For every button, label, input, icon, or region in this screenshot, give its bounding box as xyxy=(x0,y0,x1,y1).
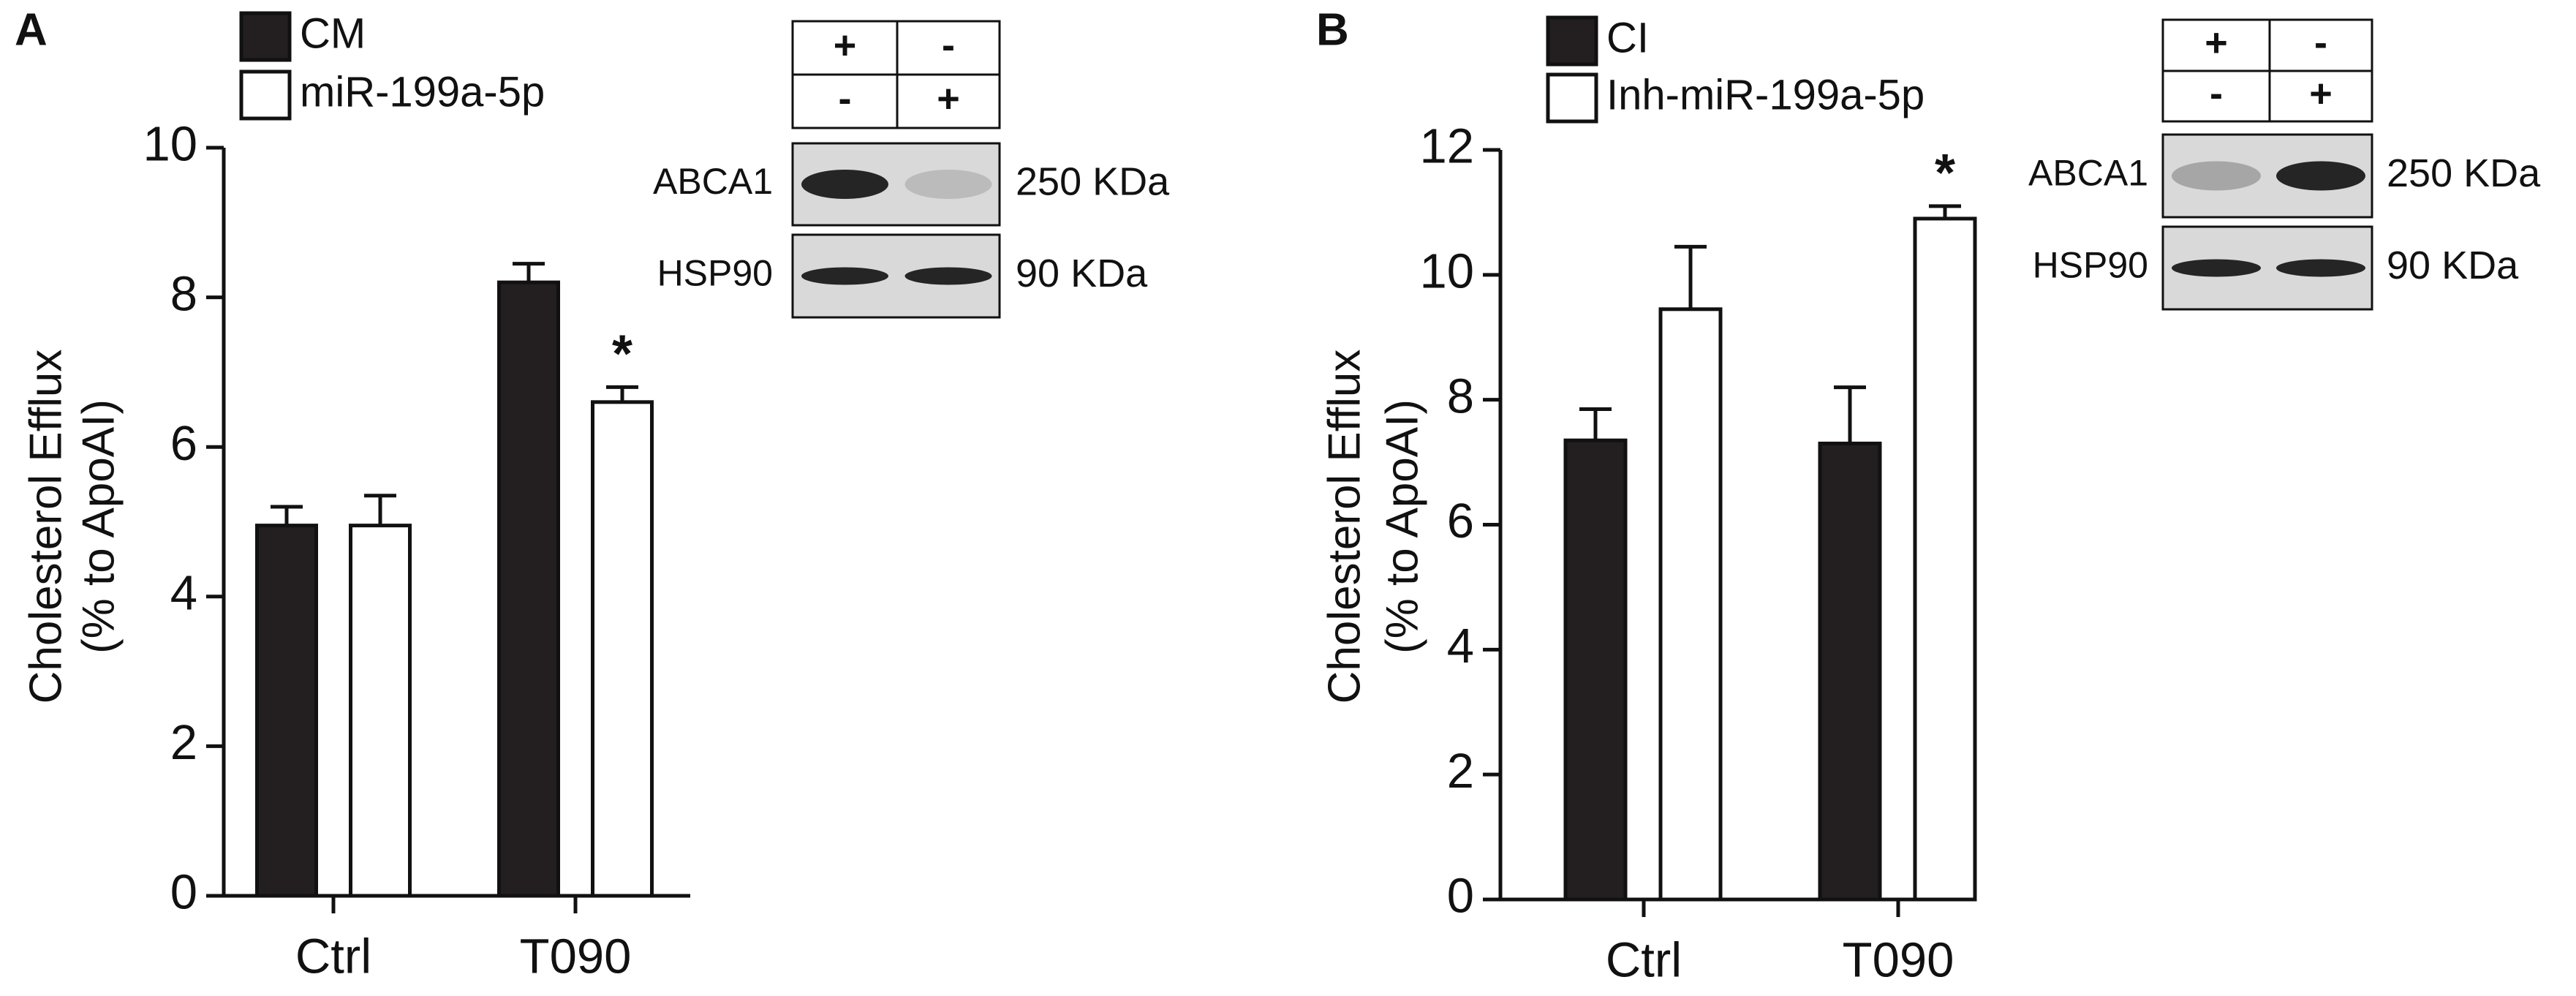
y-tick-label: 8 xyxy=(170,266,197,321)
size-label: 250 KDa xyxy=(2387,151,2541,195)
bar xyxy=(591,400,654,898)
legend-swatch xyxy=(1546,72,1598,124)
protein-label: ABCA1 xyxy=(2028,153,2148,194)
protein-label: HSP90 xyxy=(657,253,773,294)
size-label: 90 KDa xyxy=(1016,252,1148,295)
bar xyxy=(1913,216,1977,902)
y-tick-label: 6 xyxy=(1447,494,1474,548)
bar xyxy=(497,280,560,898)
y-tick-label: 4 xyxy=(170,566,197,621)
treatment-sign: - xyxy=(839,77,852,121)
y-tick-label: 8 xyxy=(1447,369,1474,423)
y-tick-label: 10 xyxy=(1419,244,1474,299)
blot-band xyxy=(801,267,888,285)
y-tick-label: 0 xyxy=(1447,869,1474,924)
bar xyxy=(255,524,318,898)
treatment-sign: - xyxy=(2210,72,2223,116)
x-tick-label: T090 xyxy=(520,929,632,984)
y-tick-label: 2 xyxy=(1447,744,1474,799)
bar xyxy=(1658,307,1723,902)
significance-mark: * xyxy=(1935,144,1955,203)
y-axis-label: Cholesterol Efflux xyxy=(20,350,71,704)
treatment-sign: + xyxy=(2309,72,2333,116)
panel-letter: A xyxy=(15,4,48,55)
y-tick-label: 10 xyxy=(143,117,197,172)
y-axis-label: (% to ApoAI) xyxy=(1377,399,1427,654)
bar xyxy=(349,524,412,898)
y-axis-label: Cholesterol Efflux xyxy=(1319,350,1370,704)
blot-band xyxy=(2172,259,2261,277)
y-axis-label: (% to ApoAI) xyxy=(73,399,124,654)
legend-label: CI xyxy=(1606,14,1649,61)
bar xyxy=(1818,441,1882,902)
bar xyxy=(1563,438,1628,902)
blot-band xyxy=(2276,259,2365,277)
legend-label: Inh-miR-199a-5p xyxy=(1606,71,1925,118)
treatment-sign: - xyxy=(2314,20,2327,64)
y-tick-label: 6 xyxy=(170,416,197,471)
y-tick-label: 4 xyxy=(1447,619,1474,674)
treatment-sign: - xyxy=(942,23,955,67)
significance-mark: * xyxy=(612,325,632,383)
legend-label: CM xyxy=(300,10,366,57)
x-tick-label: Ctrl xyxy=(1606,933,1682,988)
y-tick-label: 2 xyxy=(170,715,197,770)
legend-swatch xyxy=(239,11,292,62)
y-tick-label: 0 xyxy=(170,865,197,920)
blot-band xyxy=(2172,161,2261,191)
legend-swatch xyxy=(1546,15,1598,67)
blot-band xyxy=(904,267,992,285)
panel-letter: B xyxy=(1316,4,1349,55)
blot-band xyxy=(904,170,992,199)
blot-band xyxy=(2276,161,2365,191)
size-label: 90 KDa xyxy=(2387,244,2519,287)
legend-swatch xyxy=(239,69,292,121)
protein-label: HSP90 xyxy=(2033,245,2148,286)
x-tick-label: Ctrl xyxy=(295,929,371,984)
treatment-sign: + xyxy=(834,23,857,67)
size-label: 250 KDa xyxy=(1016,159,1170,203)
protein-label: ABCA1 xyxy=(653,161,773,202)
treatment-sign: + xyxy=(2205,20,2228,64)
legend-label: miR-199a-5p xyxy=(300,68,545,116)
y-tick-label: 12 xyxy=(1419,119,1474,174)
treatment-sign: + xyxy=(937,77,960,121)
x-tick-label: T090 xyxy=(1843,933,1954,988)
blot-band xyxy=(801,170,888,199)
